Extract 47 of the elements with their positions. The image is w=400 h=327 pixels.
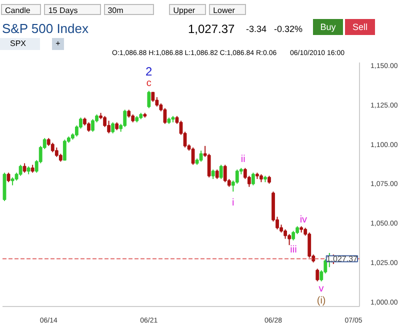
candlestick [62,139,66,161]
candlestick [18,164,22,176]
candlestick [107,120,110,134]
ref-line-label: 1,027.37 [326,254,358,264]
candlestick [54,147,58,158]
text: 30m [104,4,154,15]
text: Candle [1,4,42,15]
annotation: (i) [316,296,326,306]
candlestick [111,122,115,134]
candlestick [292,230,296,241]
candlestick [147,90,151,109]
annotation: iv [300,214,308,226]
text: Upper [169,4,206,15]
annotation: 2 [146,64,153,79]
text: SPX [0,38,40,50]
candlestick [252,172,255,186]
candlestick [288,234,292,246]
text: -3.34 -0.32% [246,24,303,34]
text: + [52,38,64,50]
candlestick [199,150,203,162]
chart-title: S&P 500 Index [2,20,88,38]
text: Buy [313,19,343,35]
candlestick [219,164,223,180]
text: Lower [209,4,246,15]
text: 1,027.37 [188,21,235,38]
annotation: c [146,78,152,89]
text: 15 Days [44,4,101,15]
candlestick [235,169,239,184]
candlestick [223,164,227,183]
candlestick [123,109,127,128]
candlestick [207,153,211,178]
text: Sell [345,19,375,35]
annotation: i [232,198,234,209]
candlestick [316,268,320,282]
annotation: iii [290,244,297,256]
candlestick [22,162,26,174]
annotation: v [318,284,324,295]
candlestick [215,169,219,180]
candlestick [91,118,94,132]
candlestick [151,92,155,102]
candlestick [211,169,215,180]
candlestick [87,122,90,132]
candlestick [284,228,287,240]
candlestick [308,232,312,258]
candlestick [50,142,54,153]
candlestick [163,108,167,124]
annotation: ii [240,154,246,165]
